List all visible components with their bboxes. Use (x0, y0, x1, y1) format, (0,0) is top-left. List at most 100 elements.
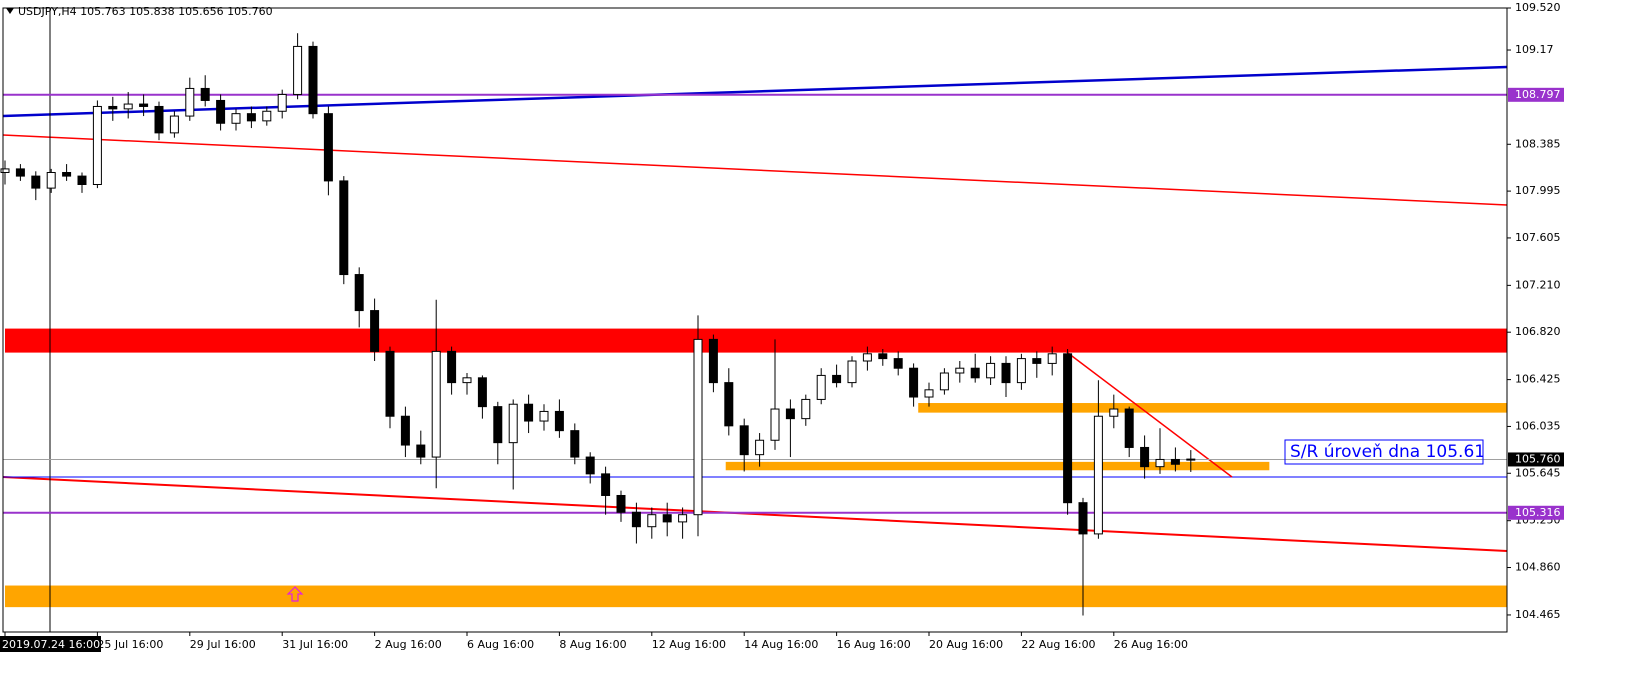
candle-body (400, 415, 410, 446)
candle-body (15, 168, 25, 177)
candle-body (893, 358, 903, 369)
candle-body (154, 105, 164, 134)
candle-body (0, 168, 10, 173)
x-tick-label: 25 Jul 16:00 (97, 638, 163, 651)
x-tick-label: 16 Aug 16:00 (837, 638, 911, 651)
y-tick-label: 109.17 (1515, 43, 1554, 56)
candle-body (108, 105, 118, 110)
y-tick-label: 108.385 (1515, 137, 1561, 150)
candle-body (678, 514, 688, 523)
candle-body (416, 444, 426, 458)
y-tick-label: 109.520 (1515, 1, 1561, 14)
candle-body (924, 389, 934, 398)
x-tick-label: 6 Aug 16:00 (467, 638, 534, 651)
candle-body (739, 425, 749, 456)
candle-body (570, 430, 580, 458)
annotation-box (1284, 439, 1484, 465)
x-tick-label: 22 Aug 16:00 (1021, 638, 1095, 651)
candle-body (385, 350, 395, 417)
candle-body (92, 105, 102, 186)
zones (5, 328, 1507, 608)
candle-body (216, 99, 226, 124)
candle-body (1155, 458, 1165, 468)
x-tick-label: 29 Jul 16:00 (190, 638, 256, 651)
candle-body (462, 377, 472, 384)
candle-body (293, 45, 303, 95)
candle-body (755, 439, 765, 456)
y-tick-label: 104.860 (1515, 561, 1561, 574)
trend-line (1059, 346, 1233, 478)
candle-body (508, 403, 518, 444)
trend-line (2, 134, 1508, 206)
candle-body (970, 367, 980, 379)
plot-frame (2, 7, 1508, 633)
candle-body (616, 494, 626, 513)
candle-body (1001, 362, 1011, 384)
annotation: S/R úroveň dna 105.61 (1290, 442, 1485, 462)
x-tick-label: 2019.07.24 16:00 (2, 638, 100, 651)
candle-body (1047, 353, 1057, 364)
candle-body (139, 103, 149, 107)
level-label-box (1508, 452, 1564, 467)
candle-body (1093, 415, 1103, 535)
level-label-box (1508, 505, 1564, 520)
candle-body (847, 360, 857, 384)
candle-body (601, 473, 611, 496)
candle-body (585, 456, 595, 475)
chart-title: USDJPY,H4 105.763 105.838 105.656 105.76… (18, 5, 273, 18)
candle-body (169, 115, 179, 134)
candle-body (339, 180, 349, 276)
candle-body (631, 511, 641, 528)
candle-body (308, 45, 318, 115)
candle-body (323, 113, 333, 182)
candle-body (1032, 358, 1042, 364)
candle-body (477, 377, 487, 408)
x-tick-label: 14 Aug 16:00 (744, 638, 818, 651)
candles (0, 33, 1196, 616)
y-tick-label: 105.645 (1515, 466, 1561, 479)
candle-body (1063, 353, 1073, 504)
menu-triangle (6, 8, 14, 14)
zone (725, 461, 1270, 471)
zone (5, 585, 1507, 608)
candle-body (816, 374, 826, 400)
axes: 109.520 109.17 108.385 107.995 107.605 107.21… (0, 1, 1564, 652)
candle-body (785, 408, 795, 420)
candle-body (708, 338, 718, 384)
y-tick-label: 107.605 (1515, 231, 1561, 244)
candle-body (724, 382, 734, 427)
candle-body (1078, 502, 1088, 535)
y-tick-label: 104.465 (1515, 608, 1561, 621)
candle-body (370, 310, 380, 352)
x-tick-label: 12 Aug 16:00 (652, 638, 726, 651)
candle-body (46, 171, 56, 189)
trend-line (2, 476, 1508, 552)
candle-body (431, 350, 441, 458)
candle-body (524, 403, 534, 422)
candle-body (909, 367, 919, 398)
candle-body (1140, 446, 1150, 468)
candle-body (77, 175, 87, 186)
candle-body (878, 353, 888, 360)
candle-body (231, 113, 241, 124)
level-label-box (1508, 87, 1564, 102)
candle-body (447, 350, 457, 384)
candle-body (31, 175, 41, 189)
candle-body (539, 410, 549, 422)
level-label: 105.760 (1515, 452, 1561, 465)
x-tick-label: 31 Jul 16:00 (282, 638, 348, 651)
x-tick-label: 8 Aug 16:00 (559, 638, 626, 651)
candle-body (246, 113, 256, 122)
candle-body (123, 103, 133, 110)
candle-body (493, 406, 503, 444)
candle-body (1124, 408, 1134, 448)
x-tick-label: 26 Aug 16:00 (1114, 638, 1188, 651)
candle-body (693, 338, 703, 516)
y-tick-label: 106.820 (1515, 325, 1561, 338)
candle-body (862, 353, 872, 362)
zone (5, 328, 1507, 353)
candle-body (801, 398, 811, 420)
candle-body (354, 274, 364, 312)
crosshair-date-box (0, 636, 101, 652)
candle-body (200, 87, 210, 101)
